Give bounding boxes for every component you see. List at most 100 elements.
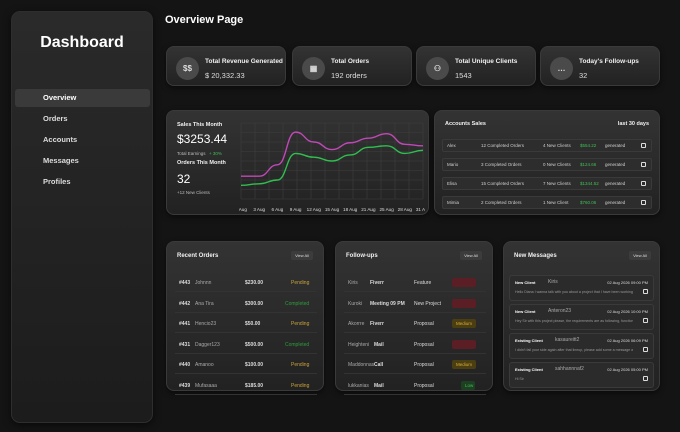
message-item[interactable]: Existing Client sahhannnaf2 02 Aug 2026 05… [509,362,654,388]
order-price: $100.00 [245,362,264,369]
calendar-icon [641,162,646,167]
x-tick-label: 28 Aug [398,207,413,212]
order-status: Pending [291,280,310,286]
priority-badge: Medium [452,360,476,370]
message-tag: New Client [515,309,536,314]
message-sender: sahhannnaf2 [555,366,584,372]
priority-badge: Low [461,381,475,390]
followup-channel: Mail [374,383,384,389]
account-name: Mario [447,162,459,167]
stat-card: ▦ Total Orders 192 orders [292,46,412,86]
account-suffix: generated [605,181,626,186]
message-item[interactable]: New Client Anteron23 02 Aug 2026 10:00 PM H… [509,304,654,330]
followup-row[interactable]: Akorrre Fiverr Proposal Medium [344,315,486,334]
stat-label: Total Unique Clients [455,58,518,65]
truck-icon: ▦ [302,57,325,80]
order-price: $300.00 [245,300,264,307]
followup-channel: Mail [374,341,384,348]
recent-orders-view-all-button[interactable]: View All [291,251,313,260]
dollar-icon: $$ [176,57,199,80]
series-line-1 [241,131,424,177]
x-tick-label: 6 Aug [272,207,284,212]
account-amount: $1344.52 [580,181,599,186]
priority-badge [452,298,476,308]
order-row[interactable]: #443 Johnnn $230.00 Pending [175,274,317,292]
calendar-icon [641,181,646,186]
sidebar-item-messages[interactable]: Messages [43,156,79,165]
order-status: Completed [285,300,310,307]
followup-name: Heighteni [348,341,370,348]
followup-row[interactable]: Maddonnas Call Proposal Medium [344,356,486,375]
sidebar: Dashboard Overview Orders Accounts Messa… [11,11,153,423]
message-time: 02 Aug 2026 10:00 PM [607,309,648,314]
stat-card: ⚇ Total Unique Clients 1543 [416,46,536,86]
account-orders: 2 Completed Orders [481,200,522,205]
sidebar-item-overview[interactable]: Overview [15,89,150,107]
message-item[interactable]: Existing Client kasaureitt2 02 Aug 2026 06… [509,333,654,359]
followup-row[interactable]: Kuroki Meeting 09 PM New Project [344,295,486,313]
orders-month-title: Orders This Month [177,160,226,166]
followup-channel: Call [374,362,384,369]
account-row[interactable]: Mimia 2 Completed Orders 1 New Client $760.… [442,196,652,209]
message-tag: Existing Client [515,338,543,343]
app-brand: Dashboard [40,34,124,51]
account-row[interactable]: Elisa 15 Completed Orders 7 New Clients $13… [442,177,652,190]
followups-title: Follow-ups [346,253,378,259]
x-tick-label: 25 Aug [379,207,394,212]
followup-type: Feature [414,280,432,286]
order-row[interactable]: #439 Mufasaaa $185.00 Pending [175,377,317,395]
followups-view-all-button[interactable]: View All [460,251,482,260]
account-row[interactable]: Mario 3 Completed Orders 0 New Clients $124… [442,158,652,171]
calendar-icon [641,143,646,148]
calendar-icon [643,289,648,294]
x-tick-label: 18 Aug [343,207,358,212]
messages-view-all-button[interactable]: View All [629,251,651,260]
order-id: #431 [179,341,191,348]
message-preview: Hello Diana I wanna talk with you about … [515,290,633,294]
x-tick-label: 1 Aug [239,207,247,212]
message-sender: Kiris [548,279,558,285]
calendar-icon [643,318,648,323]
sales-amount: $3253.44 [177,132,228,146]
earnings-label: Total Earnings [177,151,206,156]
accounts-period: last 30 days [617,121,649,127]
message-time: 02 Aug 2026 09:00 PM [607,280,648,285]
sales-card: Sales This Month $3253.44 Total Earnings… [166,110,429,215]
order-row[interactable]: #440 Amanoo $100.00 Pending [175,356,317,375]
orders-month-value: 32 [177,172,191,186]
accounts-title: Accounts Sales [445,121,486,127]
series-line-2 [240,145,424,187]
stat-label: Total Revenue Generated [205,58,283,65]
order-row[interactable]: #431 Dagger123 $500.00 Completed [175,336,317,354]
page-title: Overview Page [165,14,244,26]
order-id: #441 [179,321,191,328]
order-row[interactable]: #441 Hencio23 $50.00 Pending [175,315,317,334]
sidebar-item-orders[interactable]: Orders [43,114,68,123]
order-status: Pending [291,321,310,328]
followup-name: Maddonnas [348,362,375,369]
followup-row[interactable]: lukkanias Mail Proposal Low [344,377,486,395]
sidebar-item-profiles[interactable]: Profiles [43,177,71,186]
followup-name: Kiris [348,280,358,286]
sidebar-item-accounts[interactable]: Accounts [43,135,78,144]
priority-badge [452,278,476,287]
followup-name: lukkanias [348,383,369,389]
order-customer: Dagger123 [195,341,220,348]
followup-row[interactable]: Kiris Fiverr Feature [344,274,486,292]
account-row[interactable]: Alex 12 Completed Orders 4 New Clients $554… [442,139,652,152]
account-suffix: generated [605,143,626,148]
followup-type: Proposal [414,341,434,348]
stat-value: 192 orders [331,71,367,80]
account-suffix: generated [605,162,626,167]
order-id: #443 [179,280,191,286]
account-name: Alex [447,143,456,148]
message-item[interactable]: New Client Kiris 02 Aug 2026 09:00 PM Hello… [509,275,654,301]
order-row[interactable]: #442 Ana Tira $300.00 Completed [175,295,317,313]
message-time: 02 Aug 2026 05:00 PM [607,367,648,372]
x-tick-label: 31 Aug [416,207,425,212]
calendar-icon [643,347,648,352]
order-price: $50.00 [245,321,261,328]
followup-row[interactable]: Heighteni Mail Proposal [344,336,486,354]
calendar-icon [643,376,648,381]
stat-label: Total Orders [331,58,370,65]
